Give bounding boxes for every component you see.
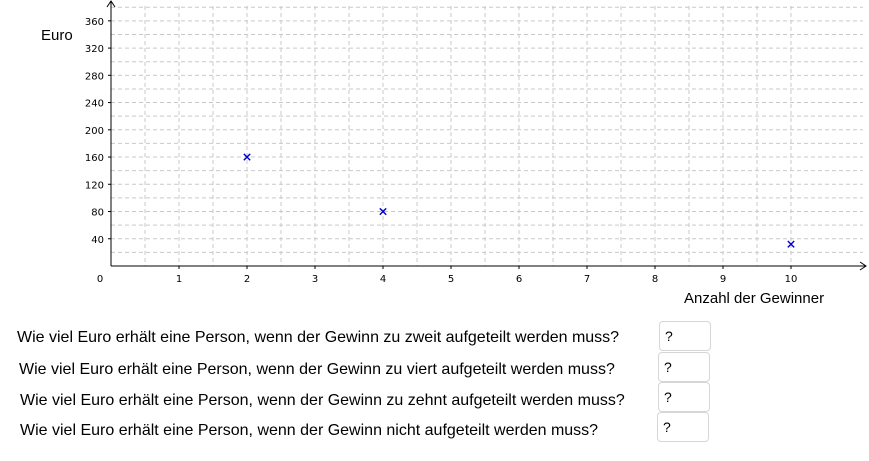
answer-input-3[interactable]: [658, 382, 710, 412]
data-point-1[interactable]: [243, 153, 251, 161]
y-tick-label: 240: [85, 99, 104, 110]
y-tick-label: 360: [85, 17, 104, 28]
y-tick-label: 40: [91, 235, 104, 246]
data-points[interactable]: [243, 153, 795, 248]
point-marker-stroke: [787, 240, 795, 248]
point-marker-stroke: [379, 207, 387, 216]
y-tick-label: 160: [85, 153, 104, 164]
x-tick-label: 7: [584, 274, 590, 285]
data-point-3[interactable]: [787, 240, 795, 248]
x-tick-label: 0: [97, 274, 103, 285]
question-1-text: Wie viel Euro erhält eine Person, wenn d…: [17, 329, 620, 346]
coordinate-plot[interactable]: 0 1 2 3 4 5 6 7 8 9 10 40 80 120 160 200 240 280 320 360 Eu…: [0, 0, 869, 310]
y-tick-label: 280: [85, 71, 104, 82]
answer-input-2[interactable]: [658, 352, 710, 382]
question-4-text: Wie viel Euro erhält eine Person, wenn d…: [20, 422, 599, 439]
question-2-text: Wie viel Euro erhält eine Person, wenn d…: [19, 361, 615, 378]
x-axis-label: Anzahl der Gewinner: [684, 290, 824, 307]
plot-grid: [111, 6, 863, 266]
x-tick-label: 6: [516, 274, 522, 285]
x-tick-label: 3: [312, 274, 318, 285]
question-3-text: Wie viel Euro erhält eine Person, wenn d…: [20, 392, 625, 409]
x-tick-label: 10: [785, 274, 798, 285]
x-tick-label: 2: [244, 274, 250, 285]
data-point-2[interactable]: [379, 207, 387, 216]
answer-input-1[interactable]: [659, 321, 711, 351]
x-tick-label: 5: [448, 274, 454, 285]
y-tick-label: 200: [85, 126, 104, 137]
x-tick-label: 1: [176, 274, 182, 285]
point-marker-stroke: [243, 153, 251, 161]
plot-tick-labels: 0 1 2 3 4 5 6 7 8 9 10 40 80 120 160 200 240 280 320 360: [85, 17, 797, 285]
y-axis-label: Euro: [41, 27, 73, 44]
x-tick-label: 8: [652, 274, 658, 285]
x-axis-arrow-icon: [859, 261, 867, 271]
y-axis-arrow-icon: [106, 0, 116, 8]
y-tick-label: 320: [85, 44, 104, 55]
x-tick-label: 9: [720, 274, 726, 285]
y-tick-label: 80: [91, 208, 104, 219]
y-tick-label: 120: [85, 180, 104, 191]
answer-input-4[interactable]: [657, 412, 709, 442]
plot-axes: [106, 0, 867, 271]
x-tick-label: 4: [380, 274, 386, 285]
